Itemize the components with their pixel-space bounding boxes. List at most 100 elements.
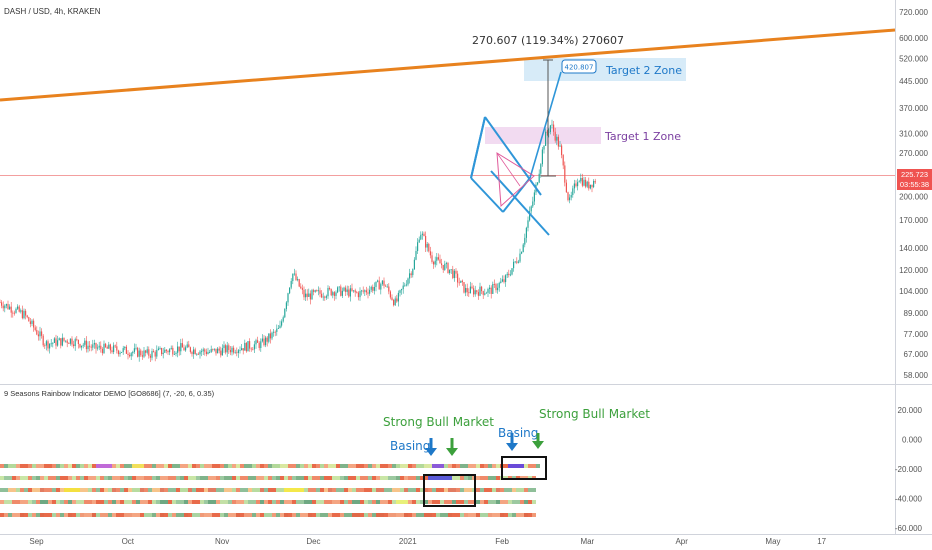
band-cell: [468, 488, 472, 492]
price-pane[interactable]: [0, 0, 895, 383]
candle-body: [533, 192, 535, 202]
band-cell: [180, 500, 184, 504]
candle-body: [554, 131, 556, 141]
candle-body: [353, 290, 355, 292]
target-callout-label: 420.807: [565, 64, 594, 72]
band-cell: [392, 464, 396, 468]
time-axis[interactable]: Sep Oct Nov Dec 2021 Feb Mar Apr May 17: [29, 537, 826, 546]
band-cell: [88, 488, 92, 492]
band-cell: [200, 476, 204, 480]
symbol-title[interactable]: DASH / USD, 4h, KRAKEN: [4, 7, 101, 16]
band-cell: [336, 488, 340, 492]
band-cell: [52, 464, 56, 468]
band-cell: [296, 476, 300, 480]
indicator-pane[interactable]: [0, 386, 895, 534]
band-cell: [96, 488, 100, 492]
candle-body: [385, 285, 387, 287]
candle-body: [297, 279, 299, 281]
long-term-trendline[interactable]: [0, 28, 896, 102]
band-cell: [288, 513, 292, 517]
candle-body: [271, 332, 273, 339]
pink-triangle[interactable]: [496, 152, 535, 208]
band-cell: [400, 513, 404, 517]
flag-left-line[interactable]: [470, 116, 486, 179]
candle-body: [399, 290, 401, 293]
band-cell: [424, 464, 428, 468]
band-cell: [332, 464, 336, 468]
candle-body: [588, 181, 590, 189]
band-cell: [428, 464, 432, 468]
band-cell: [276, 500, 280, 504]
band-cell: [388, 488, 392, 492]
band-cell: [196, 464, 200, 468]
candle-body: [383, 280, 385, 286]
candle-body: [586, 181, 588, 187]
band-cell: [492, 476, 496, 480]
price-axis[interactable]: 720.000 600.000 520.000 445.000 370.000 310.0…: [899, 8, 928, 380]
flag-lower-line[interactable]: [490, 170, 550, 236]
candle-body: [447, 262, 449, 274]
band-cell: [308, 476, 312, 480]
flag-lower-left-line[interactable]: [470, 177, 504, 213]
band-cell: [500, 488, 504, 492]
indicator-axis-tick: 20.000: [898, 406, 923, 415]
current-price-tag[interactable]: [897, 169, 932, 190]
band-cell: [456, 513, 460, 517]
flag-upper-line[interactable]: [484, 116, 542, 196]
band-cell: [268, 488, 272, 492]
band-cell: [448, 488, 452, 492]
candle-body: [425, 236, 427, 248]
band-cell: [408, 476, 412, 480]
candle-body: [439, 259, 441, 264]
band-cell: [428, 513, 432, 517]
band-cell: [292, 513, 296, 517]
band-cell: [20, 488, 24, 492]
band-cell: [192, 476, 196, 480]
candle-body: [122, 348, 124, 353]
price-candles[interactable]: [0, 119, 596, 362]
band-cell: [112, 464, 116, 468]
band-cell: [64, 464, 68, 468]
projection-line[interactable]: [529, 71, 562, 179]
candle-body: [153, 351, 155, 353]
band-cell: [368, 464, 372, 468]
band-cell: [180, 488, 184, 492]
band-cell: [424, 500, 428, 504]
highlight-box-2[interactable]: [501, 456, 547, 480]
band-cell: [12, 500, 16, 504]
band-cell: [332, 500, 336, 504]
candle-body: [298, 279, 300, 287]
band-cell: [220, 488, 224, 492]
band-cell: [448, 476, 452, 480]
band-cell: [12, 488, 16, 492]
band-cell: [440, 488, 444, 492]
rainbow-bands[interactable]: [0, 464, 540, 517]
band-cell: [464, 464, 468, 468]
indicator-title[interactable]: 9 Seasons Rainbow Indicator DEMO [GO8686…: [4, 389, 215, 398]
band-cell: [76, 476, 80, 480]
price-countdown: 03:55:38: [900, 180, 929, 189]
band-cell: [416, 500, 420, 504]
band-cell: [212, 500, 216, 504]
band-cell: [432, 464, 436, 468]
bull-arrow-2: [532, 433, 544, 449]
candle-body: [301, 288, 303, 290]
band-cell: [236, 513, 240, 517]
candle-body: [484, 293, 486, 295]
highlight-box-1[interactable]: [423, 474, 476, 507]
band-cell: [236, 464, 240, 468]
band-cell: [436, 513, 440, 517]
candle-body: [575, 183, 577, 187]
band-cell: [184, 464, 188, 468]
band-cell: [152, 476, 156, 480]
candle-body: [68, 343, 70, 344]
band-cell: [528, 500, 532, 504]
candle-body: [460, 280, 462, 283]
candle-body: [148, 349, 150, 356]
band-cell: [176, 488, 180, 492]
candle-body: [429, 251, 431, 256]
target-callout[interactable]: [561, 59, 597, 74]
band-cell: [68, 488, 72, 492]
candle-body: [252, 349, 254, 351]
